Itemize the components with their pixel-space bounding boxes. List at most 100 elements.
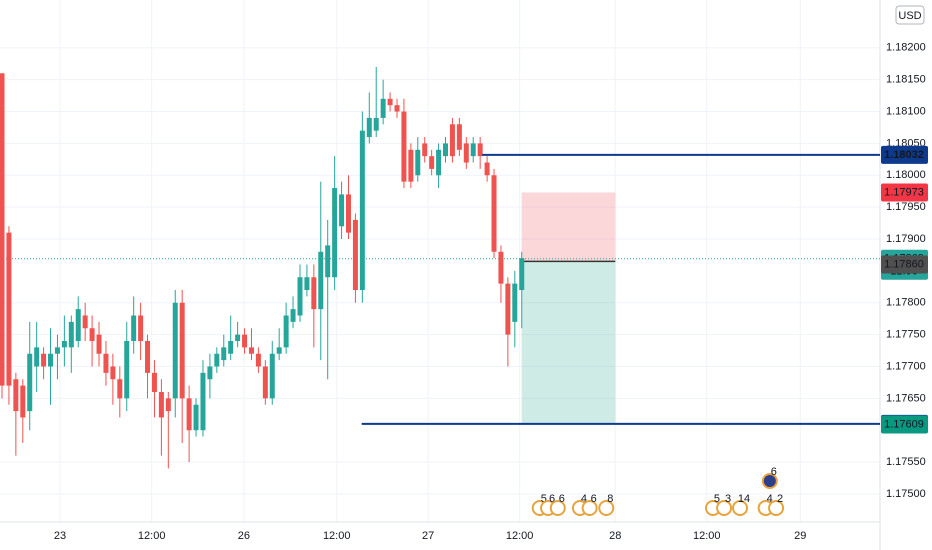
event-icon (549, 500, 566, 516)
candle-body (27, 353, 33, 412)
candle-body (165, 398, 171, 412)
candle-body (512, 283, 518, 322)
candle-body (366, 117, 372, 138)
candle-body (422, 143, 428, 157)
x-tick-label: 12:00 (506, 530, 534, 542)
candle-body (54, 347, 60, 354)
candle-body (304, 277, 310, 290)
candle-body (48, 353, 54, 367)
event-count: 4 (581, 493, 587, 505)
candle-body (394, 105, 400, 112)
level-tag (881, 145, 928, 164)
event-count: 2 (777, 493, 783, 505)
y-tick-label: 1.17700 (886, 360, 926, 372)
event-count: 5 (714, 493, 720, 505)
x-tick-label: 12:00 (693, 530, 721, 542)
target-zone (521, 261, 616, 424)
candle-body (373, 117, 379, 131)
event-icon (768, 500, 785, 516)
candle-body (248, 347, 254, 354)
candle-body (352, 219, 358, 290)
y-tick-label: 1.17750 (886, 329, 926, 341)
candle-body (117, 379, 123, 399)
candle-body (0, 73, 5, 386)
candle-body (311, 277, 317, 310)
candle-body (20, 385, 26, 418)
candle-body (339, 194, 345, 227)
candle-body (449, 124, 455, 157)
x-tick-label: 28 (609, 530, 621, 542)
candle-body (6, 232, 12, 386)
candle-body (269, 353, 275, 399)
candle-body (193, 404, 199, 431)
y-tick-label: 1.17950 (886, 201, 926, 213)
y-tick-label: 1.17800 (886, 297, 926, 309)
y-tick-label: 1.17650 (886, 392, 926, 404)
event-count: 3 (725, 493, 731, 505)
price-tag (881, 255, 928, 274)
event-count: 6 (771, 466, 777, 478)
candle-body (491, 175, 497, 252)
event-icon (581, 500, 598, 516)
candle-body (41, 353, 47, 367)
price-tag (881, 415, 928, 434)
event-count: 6 (549, 493, 555, 505)
y-tick-label: 1.18150 (886, 74, 926, 86)
candle-body (290, 309, 296, 322)
y-tick-label: 1.18200 (886, 42, 926, 54)
candle-body (283, 315, 289, 348)
event-count: 6 (559, 493, 565, 505)
candle-body (429, 156, 435, 169)
x-tick-label: 27 (422, 530, 434, 542)
candle-body (477, 143, 483, 157)
candle-body (262, 366, 268, 399)
candle-body (242, 334, 248, 348)
candle-body (408, 149, 414, 182)
currency-box[interactable] (895, 5, 925, 25)
candle-body (75, 309, 81, 341)
candle-body (456, 124, 462, 150)
candle-body (387, 98, 393, 106)
candle-body (34, 347, 40, 367)
candle-body (484, 162, 490, 176)
candle-body (131, 315, 137, 341)
candle-body (463, 143, 469, 163)
y-tick-label: 1.17550 (886, 456, 926, 468)
event-icon (716, 500, 733, 516)
event-count: 8 (607, 493, 613, 505)
candle-body (359, 130, 365, 290)
candle-body (145, 340, 151, 373)
candle-body (498, 251, 504, 284)
price-tag-label: 1.17973 (884, 186, 924, 198)
candle-body (228, 340, 234, 354)
candle-body (124, 340, 130, 399)
candle-body (255, 353, 261, 367)
x-tick-label: 29 (794, 530, 806, 542)
y-tick-label: 1.17900 (886, 233, 926, 245)
candle-body (186, 398, 192, 431)
candle-body (103, 353, 109, 373)
candle-body (138, 315, 144, 341)
candle-body (96, 334, 102, 354)
candle-body (158, 391, 164, 418)
candle-body (151, 372, 157, 392)
event-count: 6 (591, 493, 597, 505)
candle-body (297, 277, 303, 316)
candle-body (172, 302, 178, 399)
candle-body (214, 353, 220, 367)
event-count: 4 (767, 493, 773, 505)
candle-body (436, 149, 442, 176)
candle-body (401, 111, 407, 182)
candle-body (505, 283, 511, 335)
price-tag-label: 1.17860 (884, 258, 924, 270)
stop-zone (521, 192, 616, 262)
candle-body (345, 194, 351, 233)
x-tick-label: 26 (238, 530, 250, 542)
event-icon (761, 473, 778, 489)
candle-body (415, 149, 421, 176)
level-tag-label: 1.18032 (884, 149, 924, 161)
candle-body (221, 347, 227, 361)
candle-body (110, 366, 116, 380)
